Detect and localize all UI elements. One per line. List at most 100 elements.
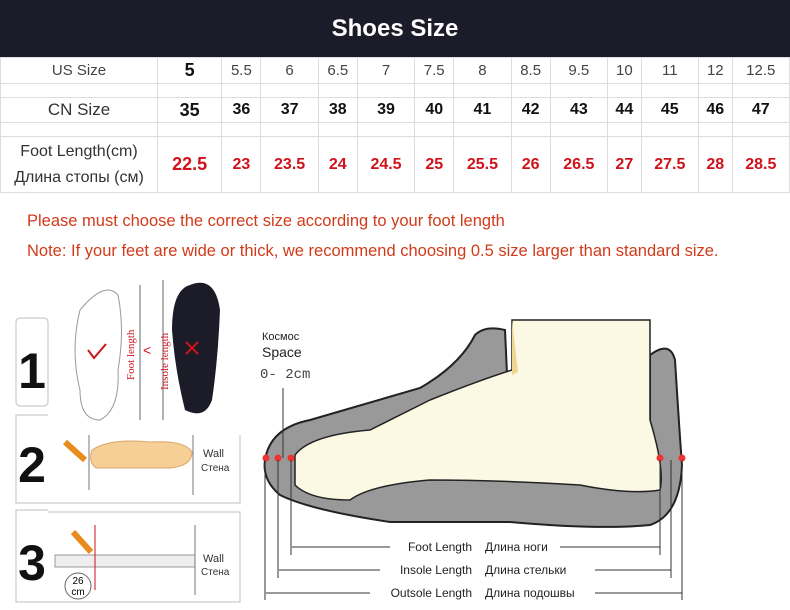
measurement-steps-illustration: 1 2 3 Foot length < Insole length Wall С… bbox=[15, 280, 241, 603]
cn-size-cell: 41 bbox=[453, 97, 512, 123]
foot-size-cell: 22.5 bbox=[156, 136, 223, 193]
us-size-cell: 6 bbox=[260, 57, 319, 84]
pencil-icon-3 bbox=[70, 529, 94, 555]
spacer-cell bbox=[607, 83, 642, 98]
spacer-cell bbox=[356, 122, 416, 137]
spacer-cell bbox=[453, 83, 512, 98]
spacer-cell bbox=[640, 83, 700, 98]
insole-length-vertical-label: Insole length bbox=[159, 332, 171, 390]
us-size-cell: 6.5 bbox=[317, 57, 358, 84]
measure-value: 26 bbox=[72, 576, 84, 587]
less-than-sign: < bbox=[143, 342, 151, 358]
cn-size-cell: 38 bbox=[317, 97, 358, 123]
foot-size-cell: 25.5 bbox=[453, 136, 512, 193]
spacer-cell bbox=[549, 122, 609, 137]
shoe-diagram: Космос Space 0- 2cm Foot Length Длина но… bbox=[260, 319, 686, 600]
foot-size-cell: 24 bbox=[317, 136, 358, 193]
foot-size-cell: 23.5 bbox=[260, 136, 319, 193]
us-size-cell: 10 bbox=[607, 57, 642, 84]
us-size-cell: 11 bbox=[640, 57, 700, 84]
spacer-cell bbox=[221, 83, 262, 98]
cn-size-cell: 36 bbox=[221, 97, 262, 123]
spacer-cell bbox=[549, 83, 609, 98]
cn-size-cell: 43 bbox=[549, 97, 609, 123]
cn-size-cell: 47 bbox=[731, 97, 790, 123]
foot-size-cell: 28.5 bbox=[731, 136, 790, 193]
insole-shape bbox=[172, 282, 220, 414]
foot-shape bbox=[294, 319, 662, 501]
foot-size-cell: 27.5 bbox=[640, 136, 700, 193]
space-range-label: 0- 2cm bbox=[260, 367, 310, 383]
foot-size-cell: 23 bbox=[221, 136, 262, 193]
spacer-cell bbox=[731, 122, 790, 137]
spacer-cell bbox=[640, 122, 700, 137]
spacer-cell bbox=[453, 122, 512, 137]
foot-length-label-ru: Длина стопы (см) bbox=[14, 168, 144, 186]
insole-length-label: Insole Length bbox=[400, 563, 472, 577]
us-size-cell: 5.5 bbox=[221, 57, 262, 84]
foot-outline bbox=[74, 289, 122, 421]
us-size-cell: 8.5 bbox=[510, 57, 551, 84]
cn-size-cell: 37 bbox=[260, 97, 319, 123]
foot-size-cell: 28 bbox=[698, 136, 733, 193]
spacer-cell bbox=[698, 83, 733, 98]
spacer-cell bbox=[510, 83, 551, 98]
spacer-cell bbox=[510, 122, 551, 137]
cn-size-label: CN Size bbox=[0, 97, 158, 123]
spacer-cell bbox=[317, 83, 358, 98]
foot-size-cell: 25 bbox=[414, 136, 455, 193]
us-size-cell: 12 bbox=[698, 57, 733, 84]
cn-size-cell: 46 bbox=[698, 97, 733, 123]
cn-size-cell: 45 bbox=[640, 97, 700, 123]
space-ru-label: Космос bbox=[262, 331, 300, 343]
spacer-cell bbox=[156, 83, 223, 98]
note-line-1: Please must choose the correct size acco… bbox=[27, 212, 505, 230]
foot-size-cell: 26 bbox=[510, 136, 551, 193]
us-size-cell: 12.5 bbox=[731, 57, 790, 84]
foot-size-cell: 26.5 bbox=[549, 136, 609, 193]
us-size-cell: 7 bbox=[356, 57, 416, 84]
step-2-number: 2 bbox=[18, 437, 46, 493]
wall-ru-label-3: Стена bbox=[201, 567, 230, 578]
wall-label-3: Wall bbox=[203, 553, 224, 565]
chart-title: Shoes Size bbox=[0, 0, 790, 57]
us-size-label: US Size bbox=[0, 57, 158, 84]
insole-length-ru-label: Длина стельки bbox=[485, 563, 566, 577]
wall-ru-label-2: Стена bbox=[201, 463, 230, 474]
foot-side-shape bbox=[90, 440, 193, 469]
spacer-cell bbox=[221, 122, 262, 137]
cn-size-cell: 39 bbox=[356, 97, 416, 123]
note-line-2: Note: If your feet are wide or thick, we… bbox=[27, 242, 719, 260]
us-size-cell: 9.5 bbox=[549, 57, 609, 84]
cross-icon bbox=[185, 341, 199, 355]
spacer-cell bbox=[260, 83, 319, 98]
outsole-point bbox=[262, 454, 270, 462]
spacer-cell bbox=[317, 122, 358, 137]
spacer-cell bbox=[156, 122, 223, 137]
foot-length-label: Foot Length bbox=[408, 540, 472, 554]
space-label: Space bbox=[262, 344, 302, 360]
foot-point bbox=[287, 454, 295, 462]
us-size-cell: 8 bbox=[453, 57, 512, 84]
wall-label-2: Wall bbox=[203, 448, 224, 460]
cn-size-cell: 40 bbox=[414, 97, 455, 123]
check-icon bbox=[87, 343, 107, 360]
foot-size-cell: 27 bbox=[607, 136, 642, 193]
step-3-number: 3 bbox=[18, 535, 46, 591]
measure-unit: cm bbox=[71, 587, 84, 598]
ruler bbox=[54, 554, 196, 568]
foot-length-label-en: Foot Length(cm) bbox=[20, 142, 138, 160]
outsole-length-label: Outsole Length bbox=[391, 586, 472, 600]
spacer-cell bbox=[356, 83, 416, 98]
foot-length-ru-label: Длина ноги bbox=[485, 540, 548, 554]
cn-size-cell: 35 bbox=[156, 97, 223, 123]
cn-size-cell: 42 bbox=[510, 97, 551, 123]
us-size-cell: 5 bbox=[156, 57, 223, 84]
foot-size-cell: 24.5 bbox=[356, 136, 416, 193]
step-1-number: 1 bbox=[18, 343, 46, 399]
spacer-cell bbox=[698, 122, 733, 137]
cn-size-cell: 44 bbox=[607, 97, 642, 123]
spacer-cell bbox=[731, 83, 790, 98]
foot-length-vertical-label: Foot length bbox=[125, 329, 137, 380]
insole-point bbox=[274, 454, 282, 462]
